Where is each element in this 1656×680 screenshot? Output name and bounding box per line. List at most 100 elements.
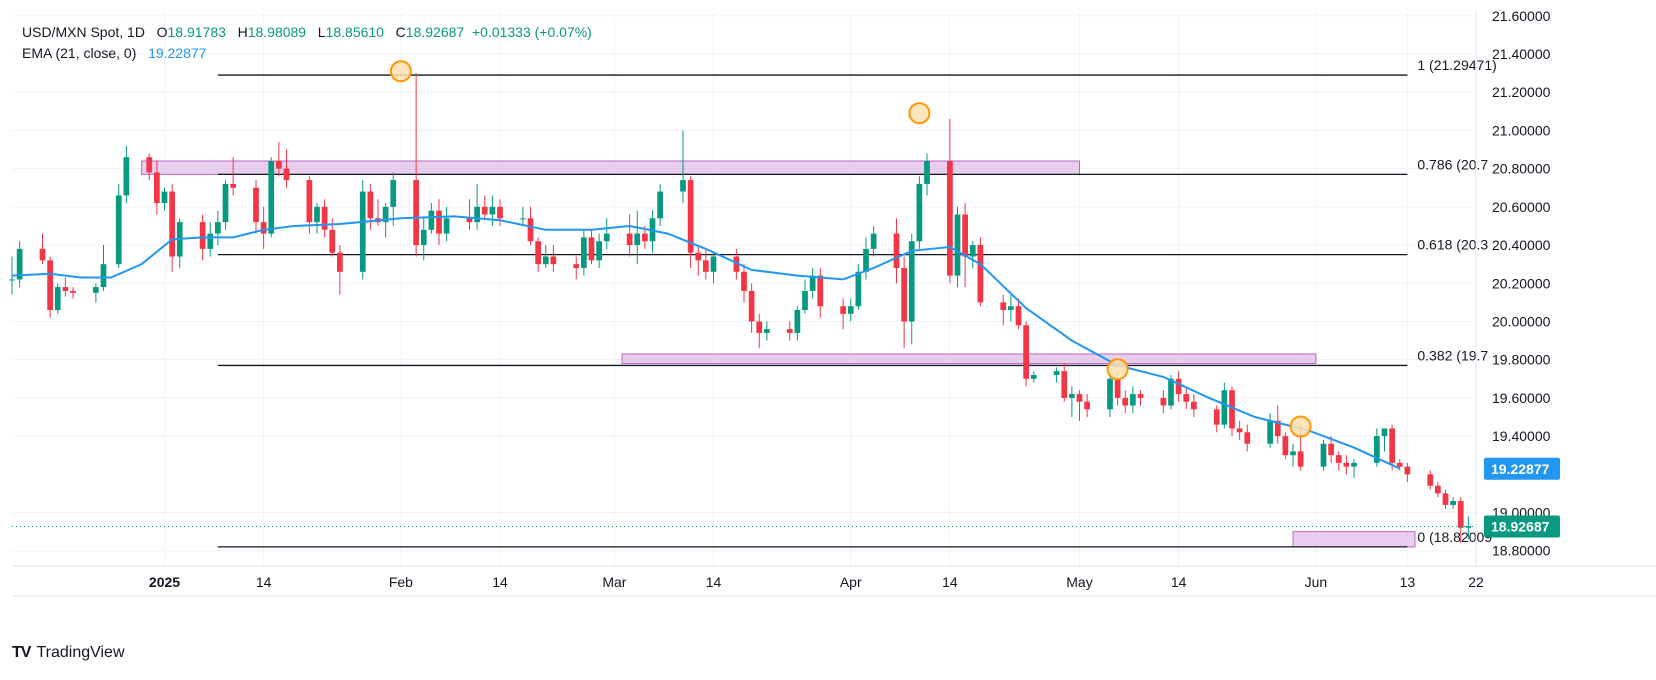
candle-body (1107, 378, 1113, 410)
candle-body (93, 287, 99, 293)
x-tick-label: 14 (256, 574, 272, 590)
candle-body (314, 206, 320, 223)
candle-body (283, 168, 290, 181)
candle-body (809, 275, 816, 291)
candle-body (695, 252, 702, 261)
candle-body (687, 180, 694, 253)
fib-level-label: 0.618 (20.3 (1417, 237, 1488, 253)
candle-body (1175, 378, 1182, 395)
y-tick-label: 20.60000 (1492, 199, 1551, 215)
axes: 21.60000 21.40000 21.20000 21.00000 20.80000… (12, 8, 1656, 597)
candle-body (9, 279, 15, 281)
candle-body (1168, 378, 1174, 406)
legend-ohlc-row: USD/MXN Spot, 1D O18.91783 H18.98089 L18… (22, 22, 592, 43)
candle-body (337, 252, 343, 272)
x-tick-label: 13 (1400, 574, 1416, 590)
legend-high: 18.98089 (247, 24, 307, 40)
price-label-text: 18.92687 (1491, 518, 1550, 534)
candle-body (1000, 302, 1007, 311)
candle-body (359, 191, 366, 272)
candle-body (276, 161, 282, 169)
price-label-box (1484, 515, 1560, 538)
candle-body (1328, 443, 1334, 456)
candle-body (1404, 466, 1411, 475)
candle-body (802, 290, 808, 311)
highlight-circle-marker (1289, 415, 1312, 438)
candle-body (123, 157, 130, 196)
candle-body (1450, 501, 1456, 505)
candle-body (367, 191, 374, 219)
fib-level-label: 0 (18.82009 (1417, 529, 1492, 545)
x-tick-label: 14 (942, 574, 958, 590)
supply-demand-zone (621, 353, 1317, 365)
candle-body (954, 214, 961, 276)
y-tick-label: 21.40000 (1492, 46, 1551, 62)
candle-body (413, 180, 419, 246)
candle-body (870, 233, 877, 249)
candle-body (199, 222, 206, 249)
fib-level-label: 1 (21.29471) (1417, 57, 1496, 73)
candles (9, 73, 1472, 544)
candle-body (481, 206, 488, 215)
x-tick-label: 14 (706, 574, 722, 590)
candle-body (535, 241, 541, 265)
legend-low: 18.85610 (325, 24, 384, 40)
candle-body (62, 287, 69, 291)
tradingview-logo-icon: TV (12, 644, 31, 661)
legend-ema-label: EMA (21, close, 0) (22, 45, 137, 61)
candle-body (703, 260, 709, 272)
x-tick-label: Mar (602, 574, 626, 590)
y-tick-label: 21.20000 (1492, 84, 1551, 100)
candle-body (1267, 420, 1273, 444)
candle-body (70, 290, 76, 293)
y-tick-label: 20.80000 (1492, 161, 1551, 177)
candle-body (1435, 485, 1441, 494)
candle-body (642, 233, 648, 242)
x-tick-label: Apr (840, 574, 862, 590)
candle-body (527, 218, 534, 242)
candle-body (550, 256, 557, 265)
candle-body (748, 290, 755, 322)
candle-body (893, 233, 900, 268)
candle-body (741, 271, 747, 291)
candle-body (1114, 378, 1121, 398)
zones (141, 160, 1416, 548)
x-tick-label: 14 (1171, 574, 1187, 590)
candle-body (962, 214, 968, 257)
x-tick-label: 2025 (149, 574, 180, 590)
legend-h-label: H (237, 24, 248, 40)
candle-body (1351, 462, 1357, 467)
legend-l-label: L (317, 24, 326, 40)
candle-body (1335, 455, 1342, 463)
y-tick-label: 18.80000 (1492, 543, 1551, 559)
candle-body (634, 233, 641, 246)
price-label-box (1484, 457, 1560, 480)
candle-body (542, 256, 549, 265)
candle-body (1274, 420, 1281, 437)
candle-body (169, 191, 175, 257)
candle-body (207, 233, 214, 249)
candle-body (1320, 443, 1327, 467)
candle-body (969, 245, 976, 257)
candle-body (420, 229, 427, 246)
candle-body (1457, 501, 1464, 528)
candle-body (1160, 397, 1167, 406)
candle-body (817, 275, 824, 307)
candle-body (840, 306, 846, 314)
candle-body (146, 157, 153, 173)
candle-body (215, 222, 221, 234)
chart-legend: USD/MXN Spot, 1D O18.91783 H18.98089 L18… (22, 22, 592, 64)
y-tick-label: 19.80000 (1492, 352, 1551, 368)
candle-body (901, 267, 907, 322)
candle-body (1023, 325, 1029, 379)
x-tick-label: 14 (492, 574, 508, 590)
candle-body (710, 256, 717, 272)
candle-body (1389, 428, 1395, 463)
tradingview-brand[interactable]: TV TradingView (12, 644, 125, 662)
candle-body (1381, 428, 1388, 437)
y-tick-label: 21.00000 (1492, 122, 1551, 138)
candle-body (382, 206, 389, 223)
legend-ema-value: 19.22877 (148, 45, 207, 61)
